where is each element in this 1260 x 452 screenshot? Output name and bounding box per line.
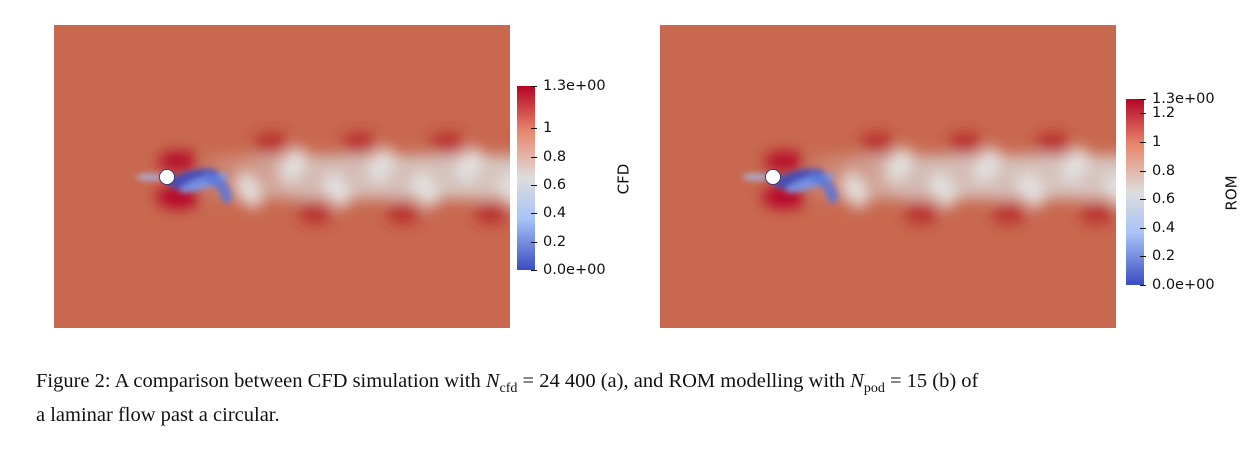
cylinder-obstacle: [159, 169, 175, 185]
colorbar-tick-label: 0.8: [1152, 163, 1176, 179]
colorbar-tick-label: 0.0e+00: [543, 262, 606, 278]
colorbar-tick: [531, 185, 537, 186]
colorbar-tick: [1140, 113, 1146, 114]
colorbar-tick: [1140, 171, 1146, 172]
colorbar-tick-label: 0.0e+00: [1152, 277, 1215, 293]
cfd-colorbar-title: CFD: [614, 163, 633, 195]
rom-velocity-field: [660, 25, 1116, 328]
colorbar-tick-label: 1.2: [1152, 105, 1176, 121]
n-cfd-symbol: N: [485, 370, 500, 392]
caption-prefix: Figure 2: A comparison between CFD simul…: [36, 370, 486, 392]
rom-colorbar-title: ROM: [1222, 175, 1241, 211]
n-cfd-sub: cfd: [499, 381, 518, 397]
flow-field-svg: [54, 25, 510, 328]
n-pod-sub: pod: [863, 381, 885, 397]
colorbar-tick: [1140, 256, 1146, 257]
n-cfd-value: = 24 400 (a), and ROM modelling with: [517, 370, 851, 392]
colorbar-tick-label: 0.4: [1152, 220, 1176, 236]
colorbar-tick-label: 0.2: [1152, 248, 1176, 264]
colorbar-tick: [531, 86, 537, 87]
colorbar-tick-label: 1.3e+00: [1152, 91, 1215, 107]
colorbar-tick: [1140, 99, 1146, 100]
cfd-colorbar: [517, 86, 535, 270]
figure-caption: Figure 2: A comparison between CFD simul…: [36, 368, 1226, 428]
colorbar-tick: [1140, 199, 1146, 200]
colorbar-tick-label: 0.4: [543, 205, 567, 221]
colorbar-tick: [531, 242, 537, 243]
cfd-velocity-field: [54, 25, 510, 328]
colorbar-tick-label: 0.8: [543, 149, 567, 165]
colorbar-tick: [531, 213, 537, 214]
colorbar-tick-label: 1: [543, 120, 553, 136]
colorbar-tick-label: 0.6: [1152, 191, 1176, 207]
n-pod-value: = 15 (b) of: [884, 370, 979, 392]
caption-line2: a laminar flow past a circular.: [36, 404, 280, 427]
n-pod-symbol: N: [850, 370, 864, 392]
colorbar-tick: [531, 157, 537, 158]
flow-field-svg: [660, 25, 1116, 328]
cylinder-obstacle: [765, 169, 781, 185]
colorbar-tick-label: 0.6: [543, 177, 567, 193]
colorbar-tick: [1140, 285, 1146, 286]
colorbar-tick: [531, 128, 537, 129]
colorbar-tick-label: 1.3e+00: [543, 78, 606, 94]
colorbar-tick-label: 0.2: [543, 234, 567, 250]
colorbar-tick: [1140, 142, 1146, 143]
colorbar-tick: [531, 270, 537, 271]
colorbar-tick: [1140, 228, 1146, 229]
rom-colorbar: [1126, 99, 1144, 285]
colorbar-tick-label: 1: [1152, 134, 1162, 150]
